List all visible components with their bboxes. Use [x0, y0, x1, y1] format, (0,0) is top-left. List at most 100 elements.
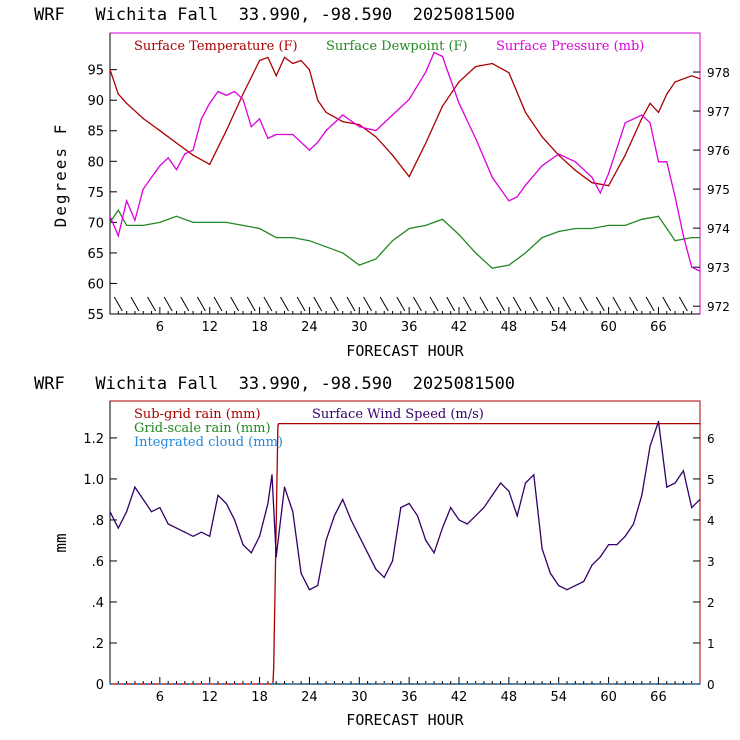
wind-barb-21 — [280, 296, 289, 312]
panel2-point-surface-wind-speed-41 — [441, 527, 443, 529]
panel1-point-surface-dewpoint-26 — [524, 252, 527, 254]
panel2-xtick-label-66: 66 — [650, 690, 667, 705]
panel1-point-surface-pressure-25 — [342, 114, 344, 116]
panel1-point-surface-temperature-12 — [275, 75, 277, 77]
panel2-y2tick-label-6: 6 — [707, 432, 715, 446]
panel1-point-surface-dewpoint-15 — [342, 252, 344, 254]
panel1-point-surface-dewpoint-17 — [375, 258, 377, 260]
panel1-ytick-label-0: 55 — [87, 308, 104, 323]
wind-barb-11 — [196, 296, 206, 312]
panel2-point-sub-grid-rain-2 — [273, 667, 275, 669]
panel2-point-surface-wind-speed-27 — [325, 539, 327, 542]
panel1-point-surface-dewpoint-20 — [425, 224, 427, 226]
panel2-y2tick-label-0: 0 — [707, 678, 715, 692]
panel1-y2tick-label-0: 972 — [707, 300, 730, 314]
legend-integrated-cloud: Integrated cloud (mm) — [134, 435, 283, 450]
panel1-point-surface-temperature-41 — [674, 81, 676, 83]
wind-barb-41 — [446, 296, 456, 312]
panel2-point-surface-wind-speed-59 — [591, 564, 593, 566]
panel1-point-surface-temperature-23 — [408, 176, 410, 178]
panel1-point-surface-temperature-31 — [541, 136, 543, 138]
panel2-point-surface-wind-speed-16 — [242, 544, 244, 546]
panel1-point-surface-dewpoint-5 — [175, 215, 178, 217]
panel1-point-surface-pressure-29 — [408, 98, 410, 100]
wind-barbs — [113, 296, 688, 312]
panel1-xtick-label-24: 24 — [301, 320, 318, 335]
panel1-point-surface-dewpoint-8 — [225, 221, 227, 223]
panel1-point-surface-pressure-41 — [574, 161, 577, 163]
panel1-point-surface-temperature-11 — [267, 56, 269, 59]
panel2-xtick-label-48: 48 — [501, 690, 518, 705]
panel1-point-surface-temperature-7 — [209, 163, 211, 165]
panel2-point-surface-wind-speed-44 — [466, 523, 468, 525]
panel2-point-surface-wind-speed-3 — [134, 486, 136, 488]
panel1-ytick-label-3: 70 — [87, 216, 104, 231]
panel2-point-surface-wind-speed-71 — [691, 507, 693, 509]
panel1-ytick-label-2: 65 — [87, 247, 104, 262]
panel2-ytick-label-1: .2 — [92, 637, 104, 652]
panel1-point-surface-temperature-34 — [591, 182, 593, 184]
panel2-point-integrated-cloud-0 — [109, 683, 111, 685]
panel2-y2tick-label-2: 2 — [707, 596, 715, 610]
panel2-series-sub-grid-rain — [110, 422, 700, 685]
panel1-point-surface-pressure-18 — [259, 118, 261, 120]
panel2-xtick-label-60: 60 — [600, 690, 617, 705]
panel1-point-surface-temperature-18 — [325, 111, 327, 113]
panel1-point-surface-pressure-6 — [159, 165, 161, 167]
panel2-xtick-label-54: 54 — [550, 690, 567, 705]
panel1-point-surface-pressure-16 — [242, 98, 244, 100]
panel2-point-surface-wind-speed-31 — [358, 535, 360, 537]
panel1-xtick-label-42: 42 — [451, 320, 468, 335]
panel1-point-surface-pressure-7 — [167, 157, 169, 159]
panel2-point-surface-wind-speed-18 — [259, 535, 261, 537]
panel1-point-surface-dewpoint-18 — [391, 240, 394, 242]
panel1-xtick-label-12: 12 — [201, 320, 218, 335]
wind-barb-51 — [529, 296, 539, 312]
panel2-point-surface-wind-speed-17 — [250, 552, 252, 554]
wind-barb-69 — [678, 296, 688, 312]
panel1-point-surface-temperature-35 — [608, 185, 610, 187]
panel1-point-surface-pressure-10 — [192, 149, 194, 151]
panel2-point-surface-wind-speed-7 — [167, 523, 169, 525]
panel2-point-surface-wind-speed-19 — [267, 502, 269, 505]
panel2-y2tick-label-1: 1 — [707, 637, 715, 651]
panel2-xtick-label-30: 30 — [351, 690, 368, 705]
panel1-point-surface-pressure-39 — [541, 165, 543, 167]
panel1-point-surface-pressure-8 — [175, 169, 178, 171]
panel2-point-surface-wind-speed-52 — [533, 474, 535, 476]
panel1-point-surface-temperature-37 — [641, 117, 643, 120]
panel2-legend: Sub-grid rain (mm) Surface Wind Speed (m… — [134, 407, 484, 450]
panel1-point-surface-dewpoint-27 — [541, 237, 543, 239]
panel1-xtick-label-36: 36 — [401, 320, 418, 335]
panel1-point-surface-temperature-5 — [175, 142, 178, 144]
panel2-point-surface-wind-speed-29 — [342, 498, 344, 500]
panel1-point-surface-dewpoint-35 — [666, 227, 668, 230]
panel1-xtick-label-54: 54 — [550, 320, 567, 335]
panel2-point-surface-wind-speed-46 — [483, 507, 485, 509]
legend-surface-pressure: Surface Pressure (mb) — [496, 39, 644, 54]
panel1-point-surface-dewpoint-21 — [441, 218, 443, 220]
panel1-point-surface-dewpoint-4 — [159, 221, 161, 223]
panel2-point-surface-wind-speed-43 — [458, 519, 460, 521]
panel1-point-surface-temperature-43 — [699, 78, 701, 80]
legend-gridscale-rain: Grid-scale rain (mm) — [134, 421, 271, 436]
panel2-point-surface-wind-speed-50 — [516, 515, 518, 517]
panel1-point-surface-temperature-22 — [391, 154, 394, 156]
wind-barb-17 — [246, 296, 256, 312]
panel1-point-surface-pressure-5 — [150, 176, 153, 178]
panel1-point-surface-temperature-36 — [624, 154, 626, 156]
panel1-point-surface-dewpoint-29 — [574, 227, 577, 230]
panel1-point-surface-temperature-39 — [657, 111, 660, 113]
panel2-point-surface-wind-speed-1 — [117, 527, 119, 529]
panel1-point-surface-dewpoint-28 — [558, 230, 560, 233]
panel2-point-surface-wind-speed-21 — [275, 556, 277, 558]
panel1-xtick-label-6: 6 — [156, 320, 164, 335]
panel1-point-surface-pressure-2 — [126, 200, 128, 202]
panel2-point-surface-wind-speed-28 — [333, 515, 335, 517]
panel2-ytick-label-4: .8 — [92, 514, 104, 529]
panel1-plot-frame — [109, 32, 701, 315]
panel1-point-surface-pressure-52 — [691, 266, 693, 268]
panel1-point-surface-dewpoint-1 — [117, 209, 119, 211]
panel2-point-sub-grid-rain-4 — [278, 423, 280, 425]
panel1-point-surface-dewpoint-3 — [142, 224, 144, 226]
